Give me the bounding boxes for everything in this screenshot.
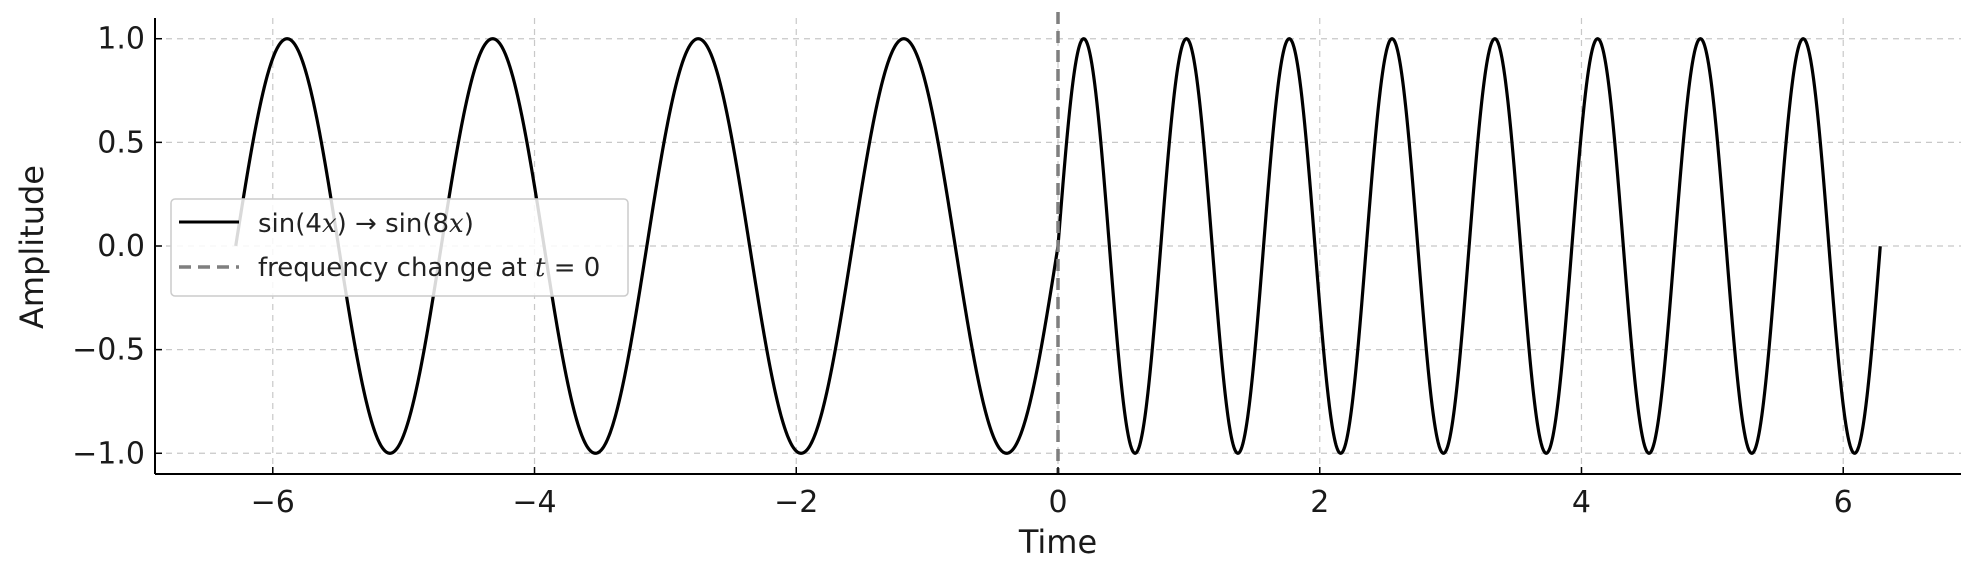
axes xyxy=(154,18,1961,475)
x-tick-label: 0 xyxy=(1048,485,1067,520)
y-tick-label: −1.0 xyxy=(72,436,145,471)
legend: sin(4x) → sin(8x) frequency change at t … xyxy=(170,198,629,297)
legend-label-marker: frequency change at t = 0 xyxy=(258,253,600,283)
y-tick-label: 0.0 xyxy=(97,229,145,264)
y-axis-title: Amplitude xyxy=(13,165,51,329)
tick-labels: −6 −4 −2 0 2 4 6 1.0 0.5 0.0 −0.5 −1.0 xyxy=(72,22,1853,520)
plot-series xyxy=(234,12,1882,474)
x-tick-label: −2 xyxy=(774,485,818,520)
legend-label-signal: sin(4x) → sin(8x) xyxy=(258,209,474,239)
x-tick-label: −4 xyxy=(512,485,556,520)
legend-box xyxy=(170,198,629,297)
x-axis-title: Time xyxy=(1018,523,1097,561)
y-tick-label: 0.5 xyxy=(97,125,145,160)
x-tick-label: 4 xyxy=(1572,485,1591,520)
y-tick-label: −0.5 xyxy=(72,333,145,368)
x-tick-label: 6 xyxy=(1834,485,1853,520)
x-tick-label: 2 xyxy=(1310,485,1329,520)
x-tick-label: −6 xyxy=(251,485,295,520)
y-tick-label: 1.0 xyxy=(97,22,145,57)
